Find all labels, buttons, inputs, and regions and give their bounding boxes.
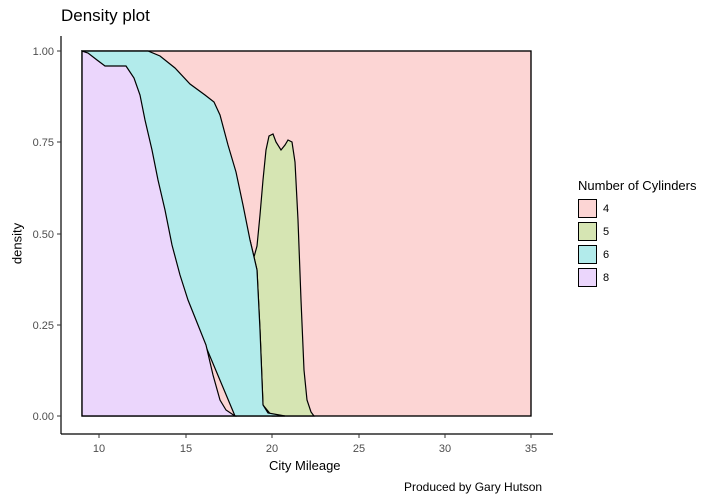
area-8-cyl	[81, 50, 237, 417]
y-axis-ticks: 0.00 0.25 0.50 0.75 1.00	[33, 46, 61, 423]
svg-text:15: 15	[180, 443, 192, 455]
svg-text:0.00: 0.00	[33, 411, 54, 423]
svg-text:0.75: 0.75	[33, 137, 54, 149]
svg-text:35: 35	[525, 443, 537, 455]
legend-item-8: 8	[578, 266, 697, 289]
legend-title: Number of Cylinders	[578, 178, 697, 193]
legend-swatch	[578, 222, 597, 241]
legend-swatch	[578, 245, 597, 264]
caption: Produced by Gary Hutson	[404, 480, 543, 494]
x-axis-ticks: 10 15 20 25 30 35	[93, 434, 537, 455]
svg-text:30: 30	[439, 443, 451, 455]
y-axis-label: density	[9, 222, 25, 265]
svg-text:0.50: 0.50	[33, 229, 54, 241]
legend-swatch	[578, 199, 597, 218]
x-axis-label: City Mileage	[269, 458, 341, 473]
legend-item-6: 6	[578, 243, 697, 266]
legend-swatch	[578, 268, 597, 287]
chart-title: Density plot	[61, 6, 150, 25]
svg-text:10: 10	[93, 443, 105, 455]
legend-item-5: 5	[578, 220, 697, 243]
legend: Number of Cylinders 4 5 6 8	[578, 178, 697, 289]
svg-text:25: 25	[353, 443, 365, 455]
svg-text:1.00: 1.00	[33, 46, 54, 58]
svg-text:0.25: 0.25	[33, 320, 54, 332]
legend-item-4: 4	[578, 197, 697, 220]
svg-text:20: 20	[266, 443, 278, 455]
